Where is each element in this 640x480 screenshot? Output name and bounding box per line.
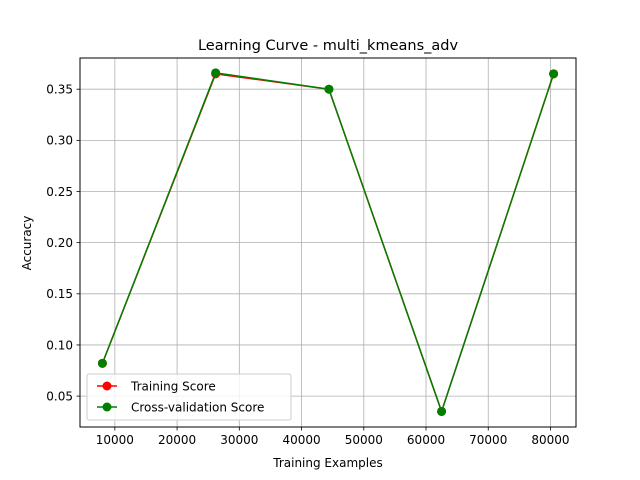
y-axis-label: Accuracy bbox=[20, 216, 34, 271]
data-point-cross-validation-score bbox=[324, 84, 334, 94]
y-tick-label: 0.10 bbox=[46, 338, 73, 352]
data-point-cross-validation-score bbox=[97, 358, 107, 368]
y-tick-label: 0.05 bbox=[46, 389, 73, 403]
legend-label-cross-validation: Cross-validation Score bbox=[131, 401, 264, 415]
legend-label-training: Training Score bbox=[130, 380, 216, 394]
y-tick-label: 0.35 bbox=[46, 83, 73, 97]
legend-box bbox=[86, 373, 292, 421]
x-tick-label: 40000 bbox=[282, 433, 320, 447]
x-tick-label: 80000 bbox=[531, 433, 569, 447]
data-point-cross-validation-score bbox=[211, 68, 221, 78]
legend: Training Score Cross-validation Score bbox=[86, 373, 292, 421]
ticks: 10000 20000 30000 40000 50000 60000 70000 80000… bbox=[46, 83, 569, 447]
x-tick-label: 10000 bbox=[96, 433, 134, 447]
series-layer bbox=[97, 68, 559, 416]
x-tick-label: 20000 bbox=[158, 433, 196, 447]
y-tick-label: 0.20 bbox=[46, 236, 73, 250]
legend-marker-training bbox=[102, 381, 112, 391]
x-tick-label: 50000 bbox=[345, 433, 383, 447]
x-tick-label: 60000 bbox=[407, 433, 445, 447]
x-axis-label: Training Examples bbox=[272, 456, 382, 470]
data-point-cross-validation-score bbox=[549, 69, 559, 79]
data-point-cross-validation-score bbox=[437, 406, 447, 416]
x-tick-label: 70000 bbox=[469, 433, 507, 447]
y-tick-label: 0.25 bbox=[46, 185, 73, 199]
x-tick-label: 30000 bbox=[220, 433, 258, 447]
chart-title: Learning Curve - multi_kmeans_adv bbox=[198, 38, 459, 54]
y-tick-label: 0.15 bbox=[46, 287, 73, 301]
y-tick-label: 0.30 bbox=[46, 134, 73, 148]
legend-marker-cross-validation bbox=[102, 402, 112, 412]
